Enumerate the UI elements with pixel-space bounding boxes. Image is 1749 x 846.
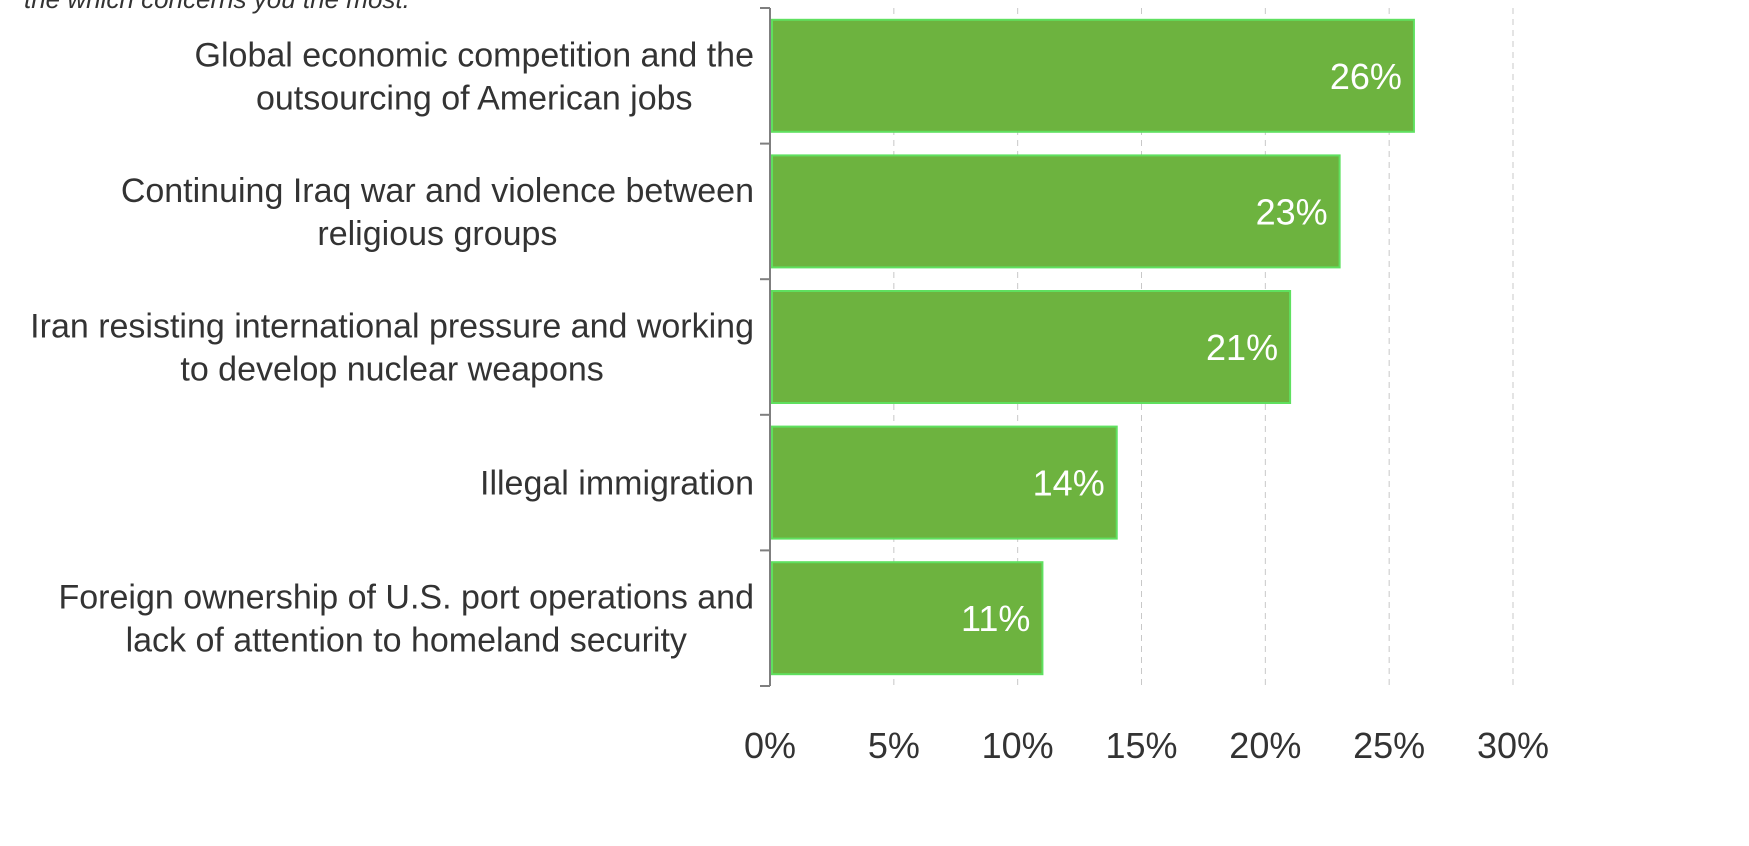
category-label-line: lack of attention to homeland security [126, 622, 687, 660]
category-axis [760, 7, 771, 687]
category-label-line: Continuing Iraq war and violence between [121, 172, 754, 210]
chart-subtitle: the which concerns you the most. [24, 0, 410, 14]
category-label-line: religious groups [317, 215, 557, 253]
x-tick-label: 5% [868, 725, 920, 766]
data-label: 23% [1256, 191, 1328, 232]
category-label-line: Iran resisting international pressure an… [30, 308, 754, 346]
value-axis-tick-labels: 0% 5% 10% 15% 20% 25% 30% [744, 725, 1549, 766]
x-tick-label: 10% [982, 725, 1054, 766]
category-label-line: Illegal immigration [480, 465, 754, 503]
x-tick-label: 0% [744, 725, 796, 766]
bar [771, 290, 1292, 404]
x-tick-label: 15% [1105, 725, 1177, 766]
data-label: 11% [961, 598, 1030, 639]
category-label-line: Global economic competition and the [195, 36, 754, 74]
category-label-line: to develop nuclear weapons [180, 351, 603, 389]
category-label: Foreign ownership of U.S. port operation… [58, 579, 754, 660]
x-tick-label: 30% [1477, 725, 1549, 766]
bar [771, 154, 1341, 269]
category-label: Continuing Iraq war and violence between… [121, 172, 754, 253]
category-label: Iran resisting international pressure an… [30, 308, 754, 389]
category-label: Illegal immigration [480, 465, 754, 503]
bar [771, 425, 1118, 540]
x-tick-label: 20% [1229, 725, 1301, 766]
data-label: 14% [1033, 463, 1105, 504]
data-label: 21% [1206, 327, 1278, 368]
x-tick-label: 25% [1353, 725, 1425, 766]
category-labels: Global economic competition and the outso… [30, 36, 754, 659]
data-label: 26% [1330, 56, 1402, 97]
bars: 26% 23% 21% 14% 11% [771, 18, 1415, 676]
bar [771, 561, 1044, 676]
bar [771, 18, 1415, 133]
category-label-line: outsourcing of American jobs [256, 79, 693, 117]
category-label: Global economic competition and the outso… [195, 36, 754, 117]
category-label-line: Foreign ownership of U.S. port operation… [58, 579, 754, 617]
